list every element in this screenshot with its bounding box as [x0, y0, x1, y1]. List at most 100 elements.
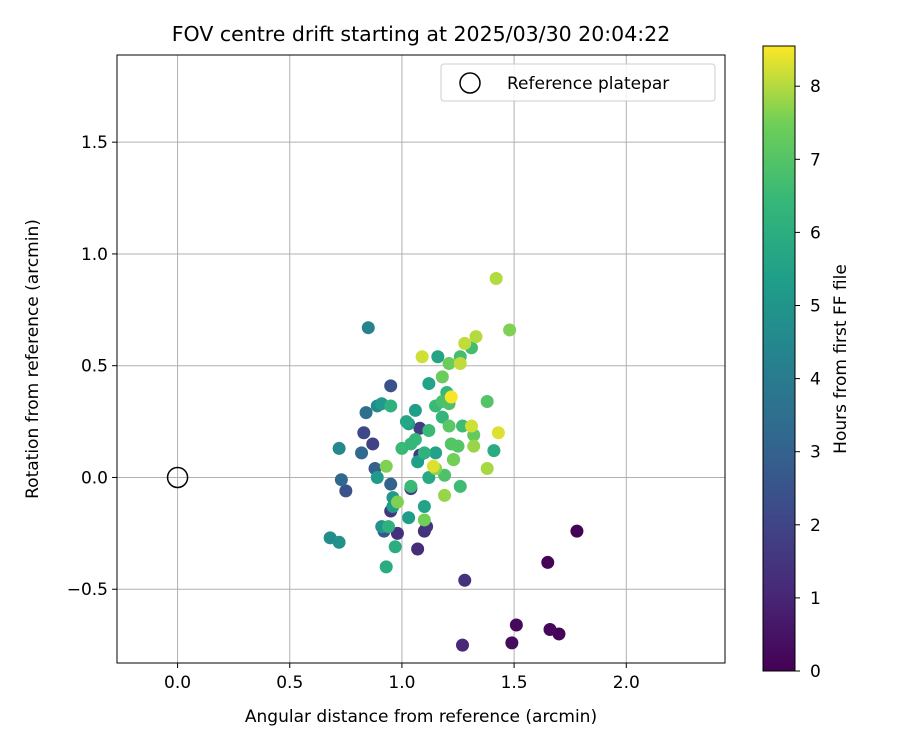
data-point	[366, 437, 380, 451]
data-point	[379, 560, 393, 574]
data-point	[453, 356, 467, 370]
data-point	[384, 399, 398, 413]
data-point	[411, 455, 425, 469]
data-point	[370, 470, 384, 484]
data-point	[422, 424, 436, 438]
data-point	[467, 439, 481, 453]
data-point	[442, 356, 456, 370]
colorbar-tick-label: 5	[810, 297, 821, 317]
legend: Reference platepar	[440, 63, 716, 102]
data-point	[404, 479, 418, 493]
colorbar-tick-label: 7	[810, 150, 821, 170]
axis-ticks: 0.0 0.5 1.0 1.5 2.0 −0.5 0.0 0.5 1.0 1.5	[67, 133, 640, 693]
x-tick-label: 1.5	[501, 673, 528, 693]
data-point	[417, 446, 431, 460]
colorbar-tick-label: 8	[810, 77, 821, 97]
grid-lines	[117, 55, 725, 663]
data-point	[381, 520, 395, 534]
data-point	[417, 500, 431, 514]
colorbar-tick-label: 4	[810, 370, 821, 390]
data-point	[390, 526, 404, 540]
data-point	[426, 459, 440, 473]
data-point	[480, 394, 494, 408]
data-point	[332, 535, 346, 549]
data-point	[417, 513, 431, 527]
data-point	[361, 321, 375, 335]
data-point	[438, 488, 452, 502]
x-tick-label: 1.0	[388, 673, 415, 693]
y-axis-label: Rotation from reference (arcmin)	[23, 219, 43, 499]
data-point	[458, 573, 472, 587]
colorbar-tick-label: 0	[810, 662, 821, 682]
data-point	[332, 441, 346, 455]
data-point	[541, 555, 555, 569]
colorbar-tick-label: 3	[810, 443, 821, 463]
x-axis-label: Angular distance from reference (arcmin)	[245, 707, 597, 727]
data-points	[166, 272, 584, 652]
data-point	[447, 453, 461, 467]
data-point	[469, 330, 483, 344]
data-point	[384, 379, 398, 393]
y-tick-label: 0.0	[81, 468, 108, 488]
data-point	[491, 426, 505, 440]
data-point	[456, 638, 470, 652]
data-point	[435, 370, 449, 384]
data-point	[509, 618, 523, 632]
y-tick-label: 0.5	[81, 357, 108, 377]
data-point	[388, 540, 402, 554]
data-point	[480, 462, 494, 476]
data-point	[453, 479, 467, 493]
data-point	[399, 415, 413, 429]
y-tick-label: −0.5	[67, 580, 108, 600]
data-point	[456, 419, 470, 433]
data-point	[415, 350, 429, 364]
data-point	[359, 406, 373, 420]
colorbar-ticks: 0 1 2 3 4 5 6 7 8	[795, 77, 821, 682]
colorbar-label: Hours from first FF file	[831, 264, 851, 454]
data-point	[384, 477, 398, 491]
data-point	[402, 511, 416, 525]
data-point	[451, 439, 465, 453]
data-point	[334, 473, 348, 487]
data-point	[357, 426, 371, 440]
colorbar-tick-label: 6	[810, 223, 821, 243]
data-point	[379, 459, 393, 473]
legend-label: Reference platepar	[507, 74, 669, 94]
data-point	[429, 446, 443, 460]
data-point	[408, 432, 422, 446]
data-point	[503, 323, 517, 337]
chart-title: FOV centre drift starting at 2025/03/30 …	[172, 22, 671, 46]
colorbar-gradient	[762, 45, 796, 672]
x-tick-label: 2.0	[613, 673, 640, 693]
data-point	[570, 524, 584, 538]
data-point	[390, 495, 404, 509]
legend-marker-icon	[459, 72, 481, 94]
plot-frame	[116, 54, 726, 664]
data-point	[438, 468, 452, 482]
data-point	[464, 419, 478, 433]
data-point	[411, 542, 425, 556]
data-point	[339, 484, 353, 498]
legend-box	[440, 63, 716, 102]
data-point	[422, 470, 436, 484]
data-point	[422, 377, 436, 391]
data-point	[442, 419, 456, 433]
colorbar-tick-label: 2	[810, 516, 821, 536]
data-point	[408, 403, 422, 417]
reference-platepar-marker	[166, 466, 189, 489]
y-tick-label: 1.0	[81, 245, 108, 265]
y-tick-label: 1.5	[81, 133, 108, 153]
data-point	[487, 444, 501, 458]
data-point	[505, 636, 519, 650]
colorbar: 0 1 2 3 4 5 6 7 8 Hours from first FF file	[762, 45, 851, 682]
x-tick-label: 0.0	[164, 673, 191, 693]
data-point	[444, 390, 458, 404]
colorbar-tick-label: 1	[810, 589, 821, 609]
data-point	[458, 336, 472, 350]
data-point	[543, 622, 557, 636]
data-point	[355, 446, 369, 460]
data-point	[489, 272, 503, 286]
data-point	[431, 350, 445, 364]
data-point	[435, 410, 449, 424]
